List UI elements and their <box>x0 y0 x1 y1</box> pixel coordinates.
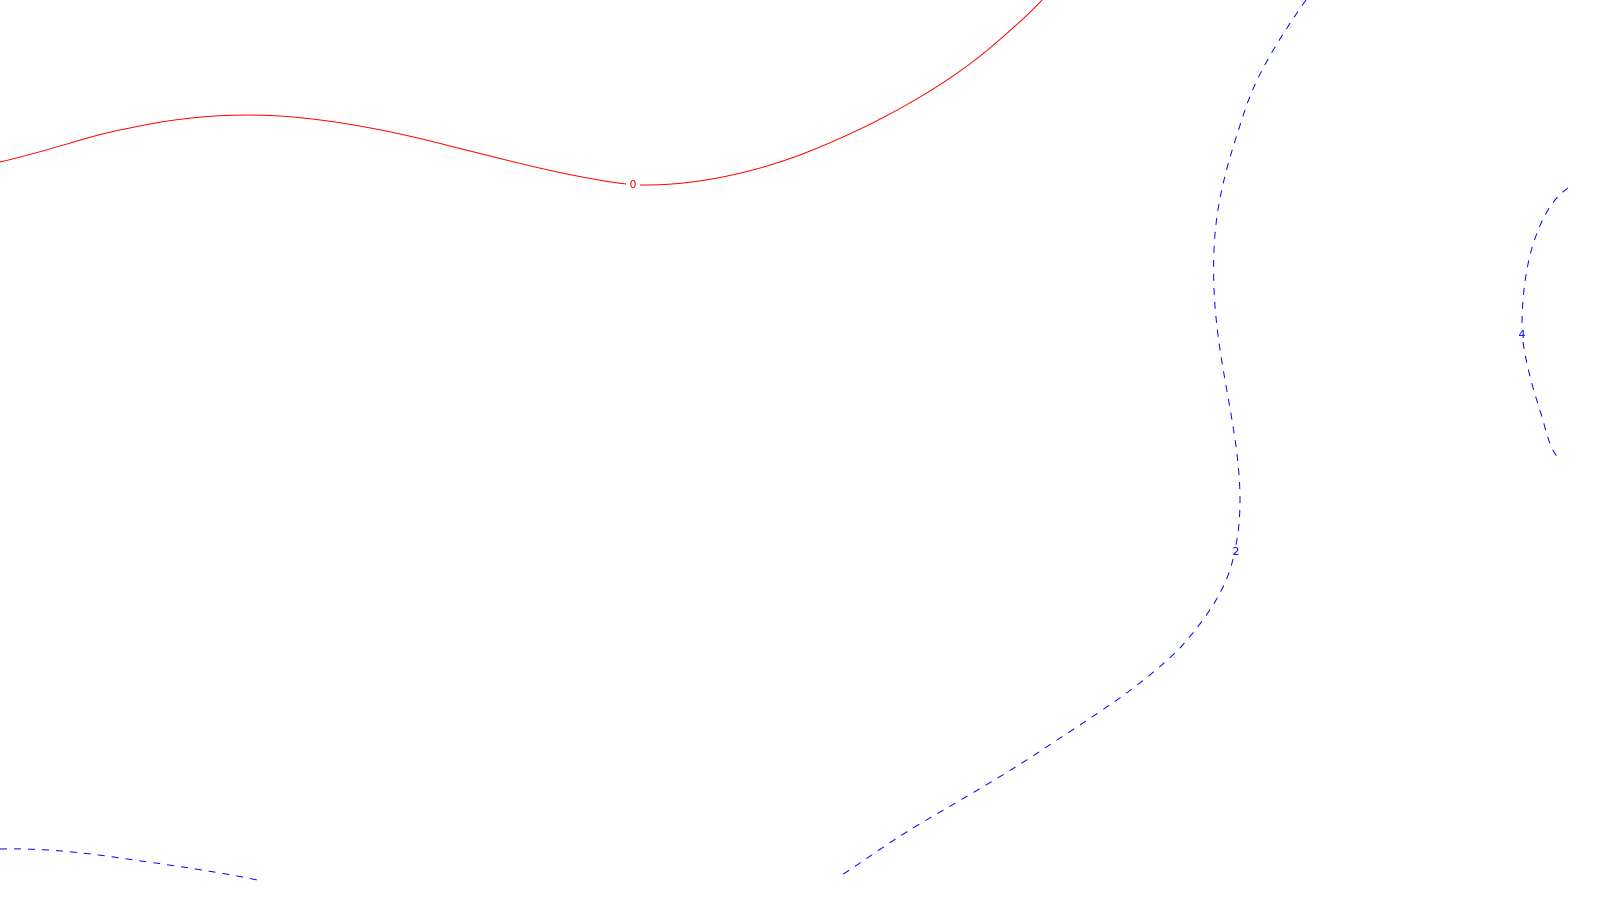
contour-map: 0 2 4 <box>0 0 1568 881</box>
contour-line-0 <box>0 114 627 185</box>
map-background <box>0 0 1568 881</box>
contour-line-0-continued <box>639 0 1043 186</box>
contour-line-2-upper <box>1213 0 1307 546</box>
contour-line-4-lower <box>1522 341 1561 461</box>
contour-line-bottom-left <box>0 848 263 881</box>
contour-line-2-lower <box>841 558 1234 876</box>
contour-label-4: 4 <box>1519 328 1526 341</box>
contour-label-2: 2 <box>1233 545 1240 558</box>
contour-line-4-upper <box>1521 187 1568 328</box>
contour-label-0: 0 <box>630 178 637 191</box>
